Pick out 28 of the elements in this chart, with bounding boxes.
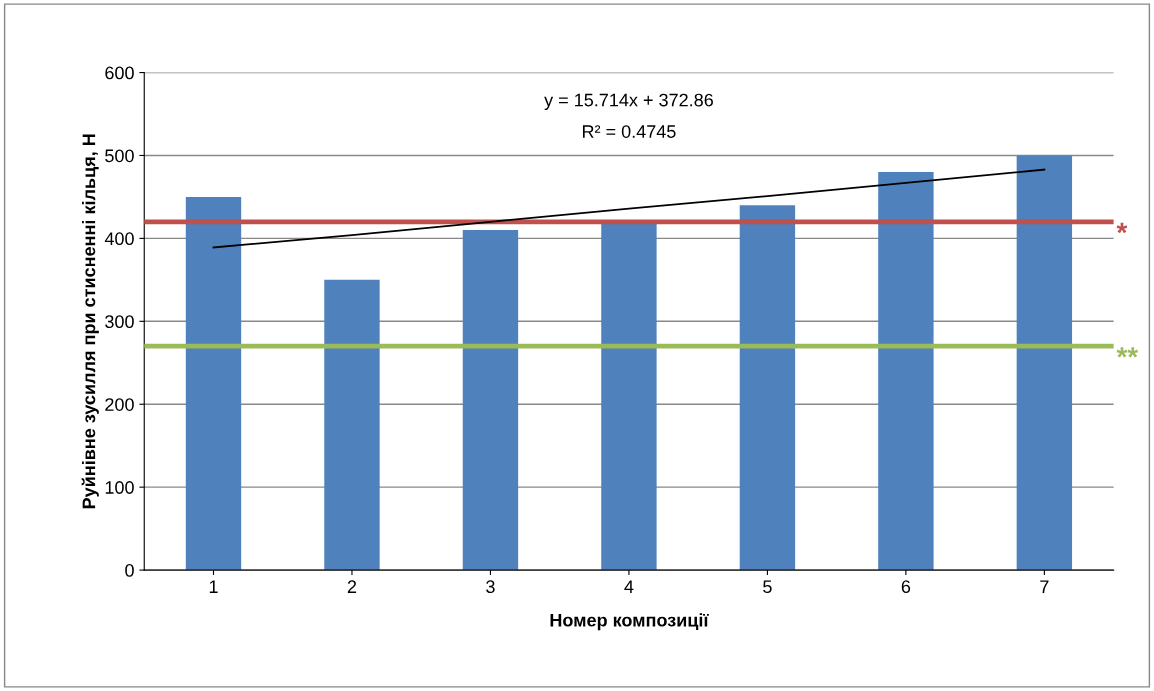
bar <box>739 205 796 571</box>
bar <box>324 279 380 571</box>
y-tick-label: 0 <box>125 564 134 577</box>
x-tick-label: 4 <box>624 580 634 593</box>
y-tick-label: 600 <box>105 66 134 80</box>
bar <box>1016 155 1073 571</box>
y-tick-label: 200 <box>105 398 134 411</box>
x-tick-label: 7 <box>1040 580 1049 593</box>
ref-line-label: * <box>1116 222 1128 234</box>
ref-line-label: ** <box>1116 347 1139 358</box>
y-axis-title: Руйнівне зусилля при стисненні кільця, Н <box>81 134 99 509</box>
x-tick-label: 6 <box>901 580 911 594</box>
annotation: y = 15.714x + 372.86 <box>544 93 713 110</box>
line-series <box>212 168 1046 249</box>
bar <box>878 172 934 571</box>
bar <box>185 196 242 571</box>
annotation: R² = 0.4745 <box>582 125 676 138</box>
y-tick-label: 400 <box>104 232 134 246</box>
x-tick-label: 5 <box>763 580 772 594</box>
x-tick-label: 1 <box>209 580 218 593</box>
y-tick-label: 100 <box>105 481 134 494</box>
bar <box>601 221 657 571</box>
y-tick-label: 300 <box>105 315 134 329</box>
x-tick-label: 3 <box>486 580 495 594</box>
bar <box>462 230 519 571</box>
y-tick-label: 500 <box>105 149 134 163</box>
x-axis-title: Номер композиції <box>550 613 709 631</box>
x-tick-label: 2 <box>347 580 357 593</box>
